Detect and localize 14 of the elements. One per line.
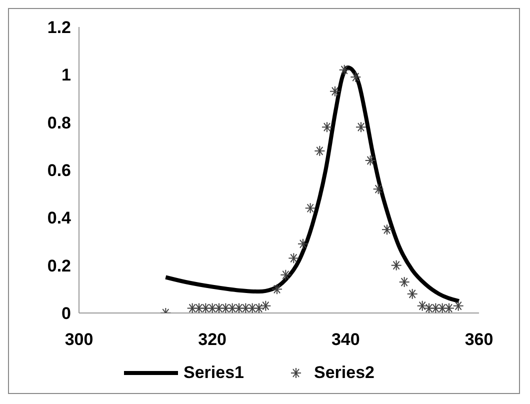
y-tick-label: 0	[62, 304, 71, 324]
y-tick-label: 1.2	[47, 18, 71, 38]
x-tick-label: 300	[64, 330, 94, 350]
y-tick-label: 0.6	[47, 161, 71, 180]
x-tick-label: 320	[198, 330, 227, 350]
y-tick-label: 0.8	[47, 113, 71, 132]
y-tick-label: 1	[62, 66, 71, 85]
x-tick-label: 360	[464, 330, 494, 350]
x-tick-label: 340	[331, 330, 360, 350]
line-series	[164, 66, 461, 304]
y-tick-label: 0.4	[47, 208, 72, 228]
y-tick-label: 0.2	[47, 256, 71, 276]
legend-label: Series2	[314, 363, 374, 383]
legend-label: Series1	[184, 363, 244, 383]
